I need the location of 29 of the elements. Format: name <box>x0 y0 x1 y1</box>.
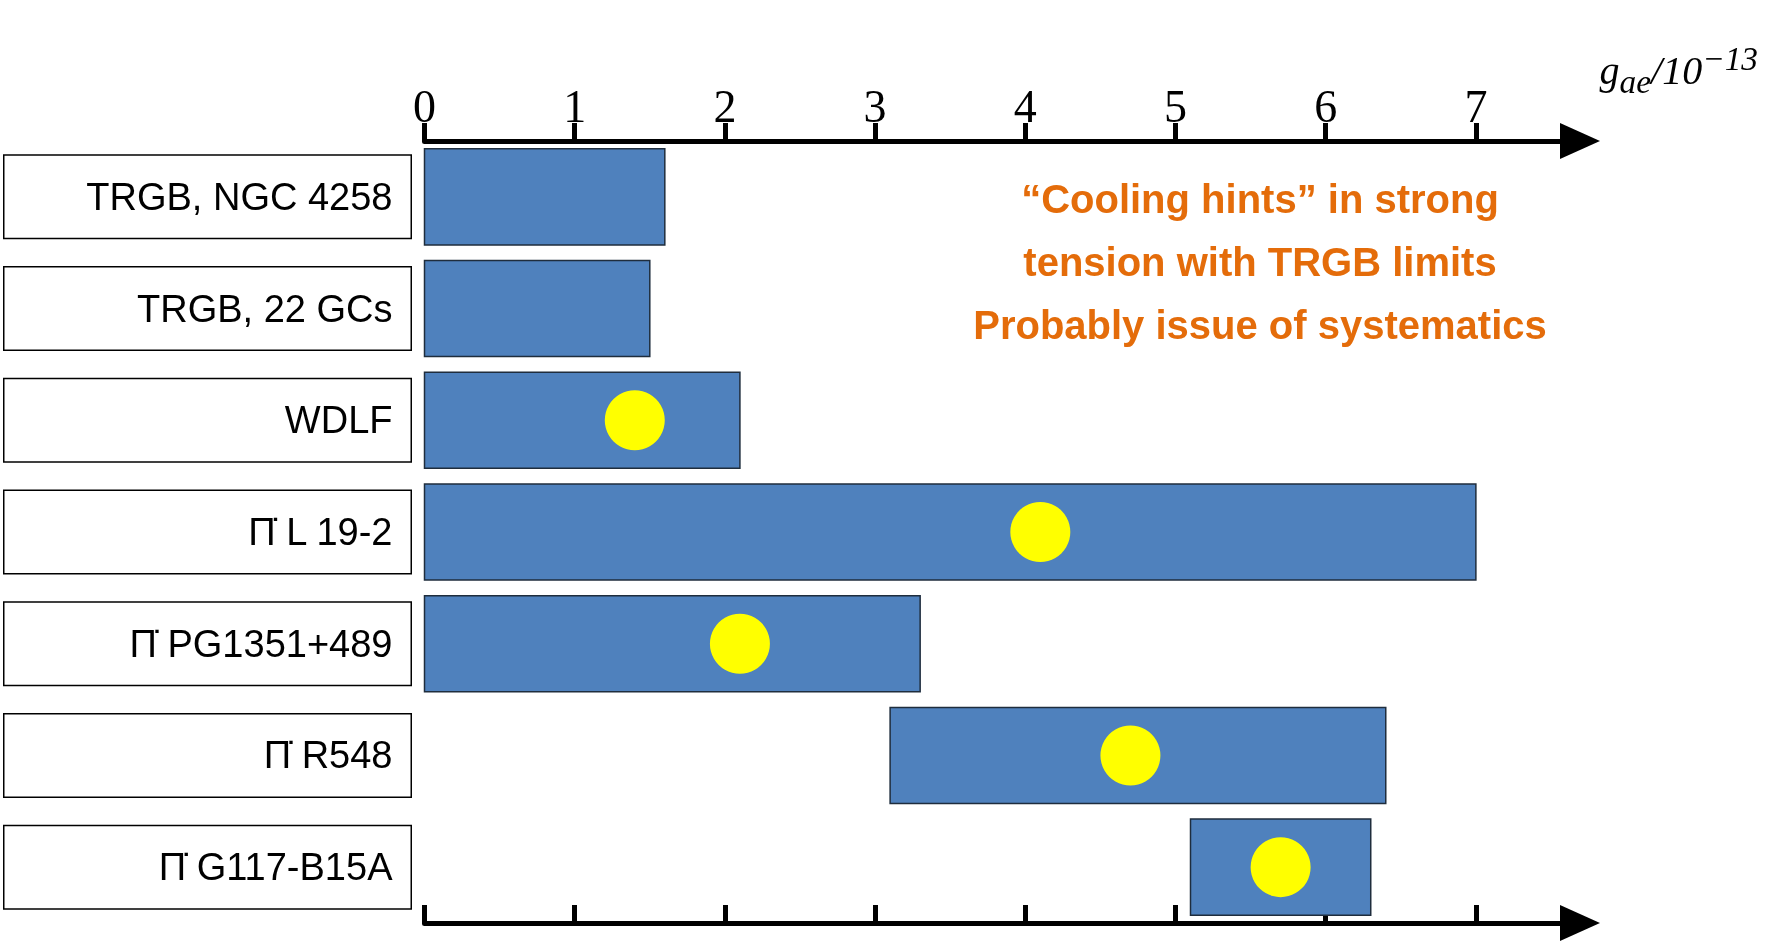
y-tick-label: Π̇ R548 <box>263 734 393 777</box>
x-tick-label: 6 <box>1314 80 1338 132</box>
point <box>709 613 770 674</box>
y-tick-label: Π̇ G117-B15A <box>158 846 394 889</box>
x-tick-label: 4 <box>1013 80 1037 132</box>
y-tick-label: Π̇ L 19-2 <box>248 511 393 553</box>
x-tick-label: 7 <box>1464 80 1488 132</box>
point <box>1100 725 1161 786</box>
bar <box>889 706 1387 805</box>
y-tick-label: TRGB, 22 GCs <box>137 287 393 330</box>
bar <box>423 148 666 246</box>
bar <box>423 371 741 470</box>
x-tick-label: 2 <box>713 80 737 132</box>
y-tick-label: WDLF <box>284 399 393 442</box>
bar <box>423 483 1477 581</box>
bar <box>423 259 651 358</box>
point <box>604 390 665 451</box>
x-axis-title: g$_{ae}$/10$^{−13}$ <box>1599 40 1758 102</box>
y-tick-label: Π̇ PG1351+489 <box>129 622 393 665</box>
annotation: Probably issue of systematics <box>972 302 1548 349</box>
x-tick-label: 1 <box>563 80 587 132</box>
y-tick-label: TRGB, NGC 4258 <box>86 175 393 218</box>
point <box>1010 502 1071 562</box>
bar <box>423 594 921 693</box>
x-tick-label: 3 <box>863 80 887 132</box>
annotation: “Cooling hints” in strong <box>1020 176 1500 223</box>
x-tick-label: 0 <box>413 80 436 132</box>
x-tick-label: 5 <box>1163 80 1187 132</box>
annotation: tension with TRGB limits <box>1022 239 1498 286</box>
